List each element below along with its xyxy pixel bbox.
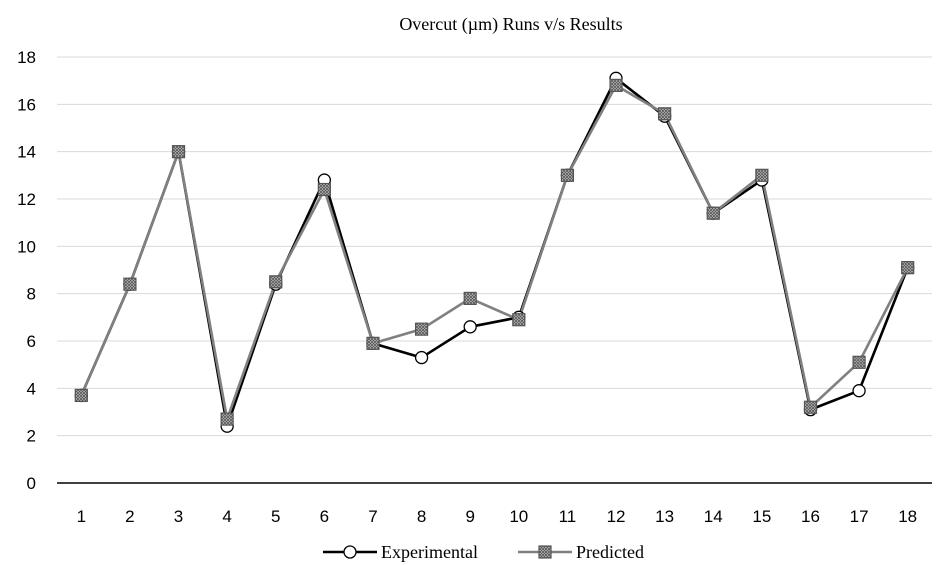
series-markers <box>74 71 915 433</box>
x-tick-label-6: 6 <box>320 507 329 526</box>
x-tick-label-16: 16 <box>801 507 820 526</box>
y-tick-label-10: 10 <box>17 237 36 256</box>
marker-predicted-7 <box>366 336 380 350</box>
marker-predicted-14 <box>706 206 720 220</box>
marker-predicted-11 <box>560 168 575 182</box>
marker-predicted-15 <box>755 168 769 182</box>
marker-predicted-16 <box>803 400 818 414</box>
x-tick-label-1: 1 <box>77 507 86 526</box>
x-tick-label-15: 15 <box>752 507 771 526</box>
y-tick-label-18: 18 <box>17 48 36 67</box>
marker-experimental-8 <box>414 350 429 365</box>
x-tick-label-11: 11 <box>559 507 577 526</box>
x-tick-label-2: 2 <box>125 507 134 526</box>
gridlines <box>57 56 932 437</box>
x-tick-label-14: 14 <box>704 507 723 526</box>
marker-predicted-12 <box>609 78 623 93</box>
marker-predicted-13 <box>658 107 672 121</box>
y-tick-label-0: 0 <box>27 474 36 493</box>
y-tick-label-12: 12 <box>17 190 36 209</box>
legend-marker-experimental <box>343 545 357 559</box>
y-tick-label-4: 4 <box>27 379 36 398</box>
y-tick-label-16: 16 <box>17 95 36 114</box>
marker-predicted-4 <box>220 412 234 426</box>
legend-marker-predicted <box>538 545 552 559</box>
legend-label-predicted: Predicted <box>576 542 644 562</box>
y-axis-tick-labels: 0 2 4 6 8 10 12 14 16 18 <box>17 48 36 493</box>
marker-predicted-8 <box>414 322 429 336</box>
x-tick-label-13: 13 <box>655 507 674 526</box>
marker-predicted-10 <box>512 313 526 327</box>
series-lines <box>80 77 909 428</box>
y-tick-label-14: 14 <box>17 143 36 162</box>
series-line-predicted <box>80 84 909 421</box>
marker-predicted-1 <box>74 388 88 403</box>
x-tick-label-17: 17 <box>850 507 869 526</box>
series-line-experimental <box>80 77 909 428</box>
marker-predicted-5 <box>269 275 283 289</box>
marker-predicted-3 <box>171 145 186 159</box>
legend: Experimental Predicted <box>323 542 644 562</box>
x-axis-tick-labels: 1 2 3 4 5 6 7 8 9 10 11 12 13 14 15 16 17 18 <box>77 507 918 526</box>
marker-predicted-18 <box>901 261 915 275</box>
marker-experimental-9 <box>463 320 477 334</box>
marker-predicted-2 <box>123 277 137 291</box>
marker-predicted-9 <box>463 291 477 305</box>
x-tick-label-12: 12 <box>607 507 626 526</box>
marker-predicted-6 <box>317 182 331 197</box>
y-tick-label-6: 6 <box>27 332 36 351</box>
x-tick-label-10: 10 <box>509 507 528 526</box>
y-tick-label-2: 2 <box>27 427 36 446</box>
marker-experimental-17 <box>852 384 866 398</box>
x-tick-label-7: 7 <box>368 507 377 526</box>
x-tick-label-8: 8 <box>417 507 426 526</box>
x-tick-label-18: 18 <box>898 507 917 526</box>
y-tick-label-8: 8 <box>27 285 36 304</box>
x-tick-label-9: 9 <box>465 507 474 526</box>
x-tick-label-3: 3 <box>174 507 183 526</box>
x-tick-label-4: 4 <box>222 507 231 526</box>
legend-label-experimental: Experimental <box>381 542 478 562</box>
chart-title: Overcut (µm) Runs v/s Results <box>399 14 622 35</box>
marker-predicted-17 <box>852 355 866 369</box>
x-tick-label-5: 5 <box>271 507 280 526</box>
